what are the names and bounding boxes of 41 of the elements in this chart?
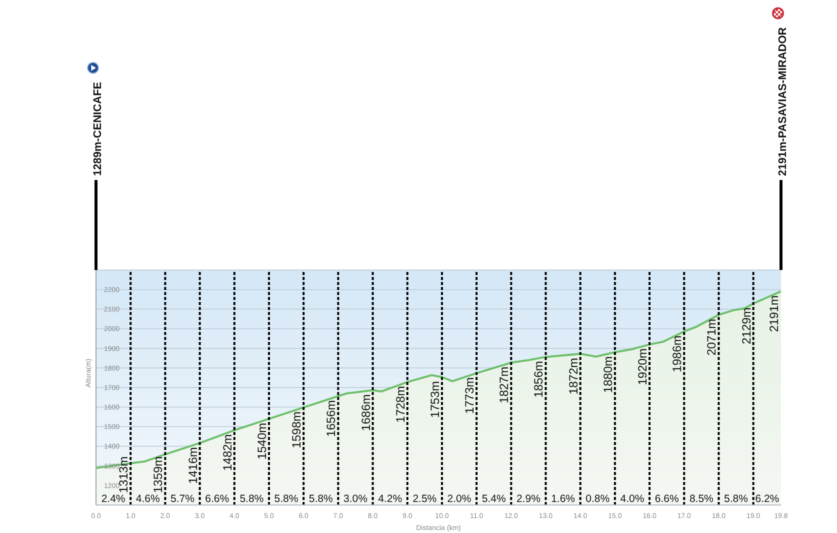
annotation: 0.8% <box>586 493 610 505</box>
annotation: 6.6% <box>654 493 679 505</box>
annotation: 2.4% <box>101 493 126 505</box>
annotation: 3.0% <box>344 493 368 505</box>
ref-line-label: 1289m-CENICAFE <box>92 82 104 176</box>
data-label: 1872m <box>566 358 580 395</box>
annotation: 5.8% <box>724 493 748 505</box>
data-label: 1880m <box>600 356 615 393</box>
data-label: 1656m <box>324 400 338 437</box>
data-label: 1598m <box>290 411 304 448</box>
data-label: 2191m <box>767 295 781 332</box>
annotation: 4.2% <box>378 493 402 505</box>
data-label: 1728m <box>393 386 408 423</box>
annotation: 2.0% <box>447 493 472 505</box>
data-label: 1986m <box>670 335 684 372</box>
data-label: 1359m <box>151 456 166 494</box>
annotation: 5.8% <box>308 493 333 505</box>
data-label: 2129m <box>739 307 754 344</box>
annotation: 6.6% <box>205 493 230 505</box>
ref-line-label: 2191m-PASAVIAS-MIRADOR <box>777 27 789 176</box>
data-label: 1540m <box>254 422 269 460</box>
data-label: 1686m <box>358 394 373 431</box>
annotation: 2.9% <box>516 493 540 505</box>
data-label: 1416m <box>186 447 200 484</box>
data-label: 1920m <box>636 348 650 386</box>
annotation: 5.7% <box>170 493 194 505</box>
data-label: 1482m <box>220 434 234 471</box>
annotation: 1.6% <box>551 493 576 505</box>
annotation: 5.8% <box>240 493 264 505</box>
annotation: 5.8% <box>274 493 298 505</box>
annotation: 5.4% <box>482 493 506 505</box>
data-label: 2071m <box>704 318 719 356</box>
annotation: 8.5% <box>689 493 714 505</box>
annotation: 4.0% <box>620 493 644 505</box>
annotation: 2.5% <box>412 493 437 505</box>
data-label: 1856m <box>532 360 546 398</box>
data-label: 1773m <box>462 377 477 414</box>
data-label: 1827m <box>497 366 512 404</box>
annotation: 4.6% <box>136 493 160 505</box>
annotation: 6.2% <box>755 493 780 505</box>
data-label: 1753m <box>428 381 442 418</box>
